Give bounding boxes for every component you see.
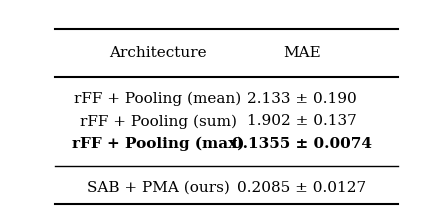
Text: 2.133 ± 0.190: 2.133 ± 0.190 [247,92,357,106]
Text: MAE: MAE [283,46,321,60]
Text: rFF + Pooling (sum): rFF + Pooling (sum) [80,114,236,129]
Text: 1.902 ± 0.137: 1.902 ± 0.137 [247,115,357,129]
Text: SAB + PMA (ours): SAB + PMA (ours) [87,181,229,195]
Text: 0.1355 ± 0.0074: 0.1355 ± 0.0074 [232,137,372,151]
Text: rFF + Pooling (mean): rFF + Pooling (mean) [74,92,242,107]
Text: rFF + Pooling (max): rFF + Pooling (max) [72,137,244,151]
Text: 0.2085 ± 0.0127: 0.2085 ± 0.0127 [237,181,366,195]
Text: Architecture: Architecture [109,46,207,60]
